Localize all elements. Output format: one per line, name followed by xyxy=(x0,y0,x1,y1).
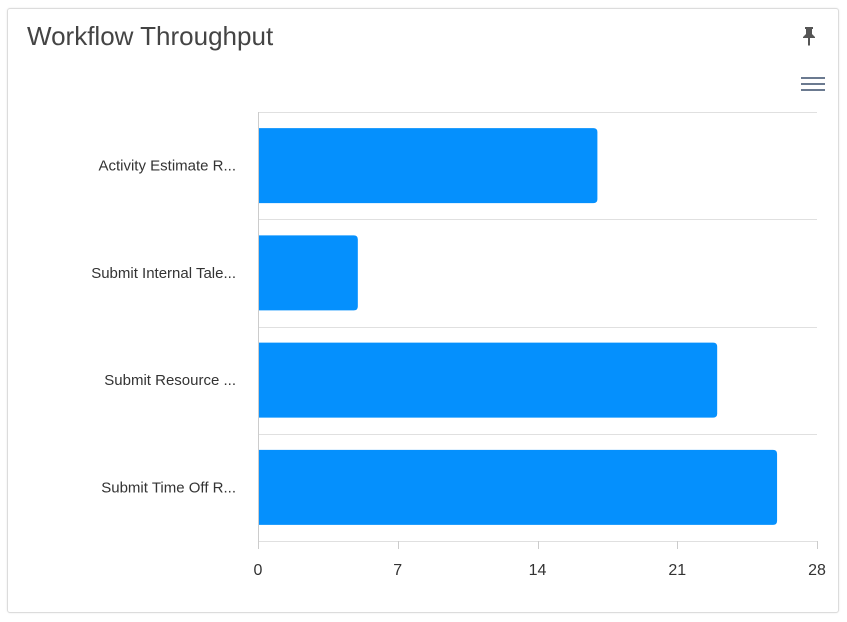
x-tick-label: 28 xyxy=(808,562,826,579)
category-label: Submit Resource ... xyxy=(104,372,236,389)
x-tick-label: 14 xyxy=(529,562,547,579)
bar[interactable] xyxy=(258,449,778,525)
bar[interactable] xyxy=(258,128,598,204)
chart-menu-button[interactable] xyxy=(800,75,826,95)
pin-button[interactable] xyxy=(800,25,818,47)
x-tick-label: 0 xyxy=(254,562,263,579)
axes xyxy=(258,112,818,549)
x-tick-label: 21 xyxy=(668,562,686,579)
category-label: Submit Time Off R... xyxy=(101,479,236,496)
category-label: Submit Internal Tale... xyxy=(91,265,236,282)
labels: Activity Estimate R... Submit Internal Ta… xyxy=(91,158,826,579)
bar[interactable] xyxy=(258,342,718,418)
hamburger-menu-icon xyxy=(801,77,825,91)
chart-title: Workflow Throughput xyxy=(27,21,274,51)
bars xyxy=(258,128,778,525)
bar[interactable] xyxy=(258,235,358,311)
x-tick-label: 7 xyxy=(393,562,402,579)
pin-icon xyxy=(803,27,815,46)
grid-lines xyxy=(258,112,817,542)
category-label: Activity Estimate R... xyxy=(98,158,236,175)
